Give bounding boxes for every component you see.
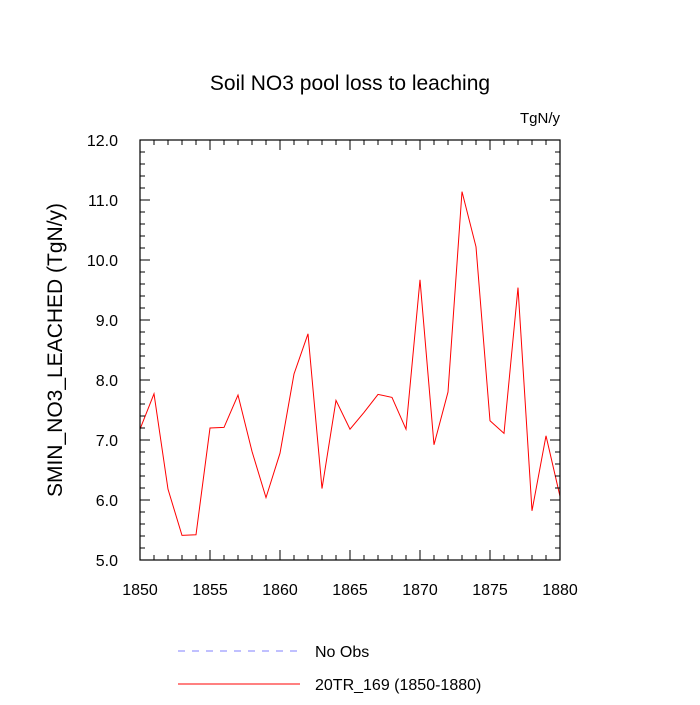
x-tick-label: 1860 bbox=[262, 582, 298, 599]
y-axis-label: SMIN_NO3_LEACHED (TgN/y) bbox=[44, 203, 67, 497]
x-tick-label: 1870 bbox=[402, 582, 438, 599]
chart-title: Soil NO3 pool loss to leaching bbox=[210, 72, 490, 95]
y-tick-label: 9.0 bbox=[96, 313, 118, 330]
x-tick-label: 1855 bbox=[192, 582, 228, 599]
y-tick-label: 7.0 bbox=[96, 433, 118, 450]
y-tick-label: 11.0 bbox=[88, 193, 118, 210]
x-tick-label: 1875 bbox=[472, 582, 508, 599]
y-tick-label: 10.0 bbox=[87, 253, 118, 270]
legend-label-1: 20TR_169 (1850-1880) bbox=[315, 677, 481, 694]
x-tick-label: 1865 bbox=[332, 582, 368, 599]
series-line-1 bbox=[139, 191, 561, 536]
x-tick-label: 1850 bbox=[122, 582, 158, 599]
legend: No Obs 20TR_169 (1850-1880) bbox=[178, 644, 481, 694]
legend-label-0: No Obs bbox=[315, 644, 369, 661]
y-tick-label: 5.0 bbox=[96, 553, 118, 570]
y-tick-label: 8.0 bbox=[96, 373, 118, 390]
units-label: TgN/y bbox=[520, 110, 561, 127]
y-tick-label: 6.0 bbox=[96, 493, 118, 510]
plot-frame bbox=[139, 139, 561, 561]
plot-area: 1850 1855 1860 1865 1870 1875 1880 5.0 6.0 7.0 8.0… bbox=[87, 133, 578, 599]
x-tick-label: 1880 bbox=[542, 582, 578, 599]
y-tick-label: 12.0 bbox=[87, 133, 118, 150]
